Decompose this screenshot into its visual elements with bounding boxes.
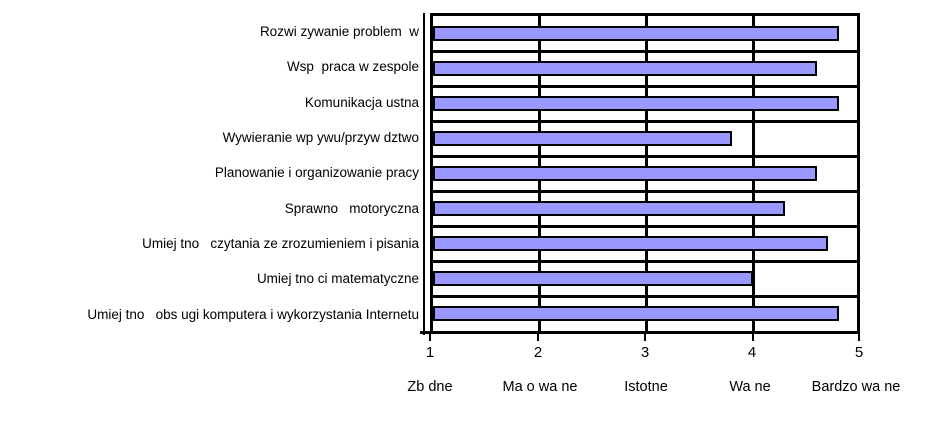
x-tick-label: 5 xyxy=(854,344,864,361)
row-separator xyxy=(433,119,857,123)
row-separator xyxy=(433,224,857,228)
row-separator xyxy=(433,49,857,53)
x-tick-label: 1 xyxy=(425,344,435,361)
row-separator xyxy=(433,154,857,158)
category-label: Wywieranie wp ywu/przyw dztwo xyxy=(222,130,419,145)
row-separator xyxy=(433,189,857,193)
bar-sprawnosc-motoryczna xyxy=(433,201,786,216)
category-label: Umiej tno ci matematyczne xyxy=(256,271,419,286)
bar-rozwiazywanie-problemow xyxy=(433,26,839,41)
x-tick-label: 4 xyxy=(747,344,757,361)
category-label: Rozwi zywanie problem w xyxy=(259,24,419,39)
x-tick-mark xyxy=(751,334,754,341)
category-label: Umiej tno obs ugi komputera i wykorzysta… xyxy=(87,307,419,322)
category-label: Umiej tno czytania ze zrozumieniem i pis… xyxy=(142,236,419,251)
plot-area xyxy=(430,13,860,334)
y-axis-line xyxy=(423,13,425,335)
row-separator xyxy=(433,259,857,263)
x-tick-mark xyxy=(536,334,539,341)
x-tick-description: Ma o wa ne xyxy=(502,379,578,395)
bar-umiejetnosci-matematyczne xyxy=(433,271,754,286)
category-label: Sprawno motoryczna xyxy=(284,201,419,216)
x-tick-label: 2 xyxy=(533,344,543,361)
x-axis-line xyxy=(420,331,432,334)
x-tick-description: Wa ne xyxy=(729,379,771,395)
row-separator xyxy=(433,294,857,298)
category-label: Wsp praca w zespole xyxy=(286,59,419,74)
x-tick-description: Bardzo wa ne xyxy=(811,379,901,395)
x-tick-description: Zb dne xyxy=(407,379,453,395)
x-tick-label: 3 xyxy=(640,344,650,361)
category-label: Komunikacja ustna xyxy=(304,95,419,110)
x-tick-description: Istotne xyxy=(624,379,668,395)
bar-obsluga-komputera xyxy=(433,306,839,321)
bar-wspolpraca-w-zespole xyxy=(433,61,818,76)
x-tick-mark xyxy=(429,334,431,341)
bar-wywieranie-wplywu xyxy=(433,131,732,146)
row-separator xyxy=(433,84,857,88)
bar-planowanie-i-organizowanie xyxy=(433,166,818,181)
x-tick-mark xyxy=(858,334,860,341)
bar-komunikacja-ustna xyxy=(433,96,839,111)
x-tick-mark xyxy=(644,334,646,341)
bar-czytanie-i-pisanie xyxy=(433,236,828,251)
category-label: Planowanie i organizowanie pracy xyxy=(214,165,419,180)
